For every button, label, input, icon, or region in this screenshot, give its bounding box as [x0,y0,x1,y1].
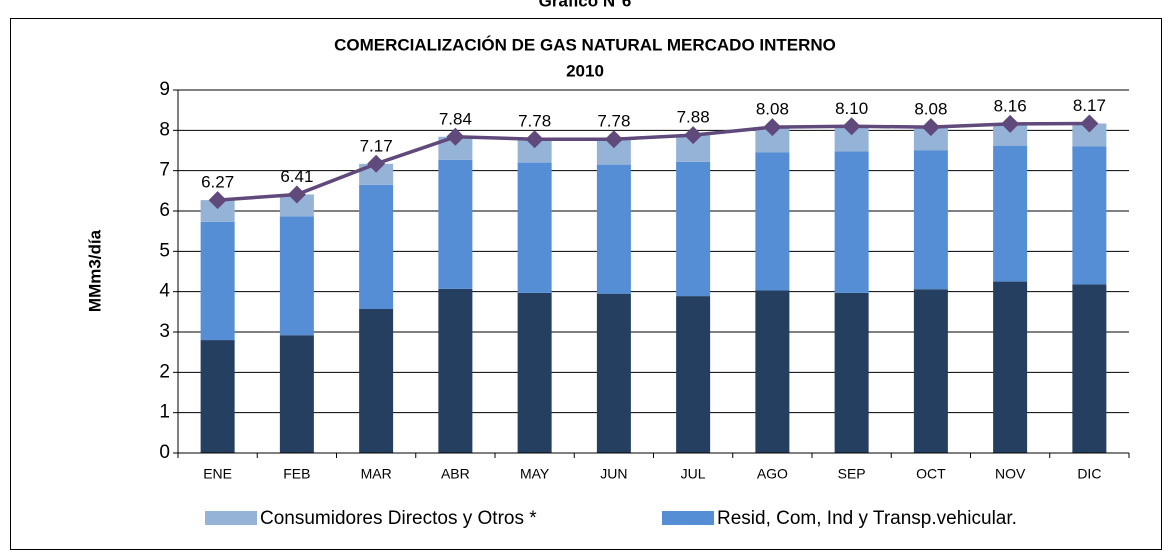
legend-label: Consumidores Directos y Otros * [260,508,537,529]
y-tick-label: 6 [159,200,170,221]
bar-segment [438,136,473,160]
bar-segment [834,292,869,453]
line-marker [1080,114,1099,133]
x-tick-label: OCT [916,466,946,482]
y-tick-label: 0 [159,442,170,463]
line-marker [684,126,703,145]
total-line [217,121,1090,202]
legend-label: Resid, Com, Ind y Transp.vehicular. [717,508,1017,529]
bar-segment [596,293,631,453]
bar-segment [676,296,711,453]
bar-segment [755,290,790,453]
bar-segment [359,184,394,310]
y-tick-label: 4 [159,281,170,302]
bar-segment [359,163,394,185]
data-label: 6.41 [280,167,313,186]
line-marker [367,154,386,173]
y-tick-label: 1 [159,402,170,423]
line-marker [921,118,940,137]
bar-segment [1072,123,1107,147]
bar-segment [200,340,235,453]
x-tick-label: DIC [1077,466,1101,482]
bar-segment [993,281,1028,453]
x-tick-label: JUN [600,466,627,482]
data-label: 8.08 [914,100,947,119]
chart-border [10,18,1162,550]
line-marker [1001,114,1020,133]
y-axis-label: MMm3/día [85,229,104,312]
bar-segment [200,200,235,222]
y-tick-label: 3 [159,321,170,342]
data-label: 8.17 [1073,96,1106,115]
caption: Gráfico N°6 [539,0,632,10]
data-label: 7.88 [677,108,710,127]
bar-segment [1072,146,1107,285]
x-tick-label: FEB [283,466,310,482]
bar-segment [676,161,711,297]
bar-segment [993,123,1028,146]
data-label: 7.78 [518,112,551,131]
bar-segment [279,194,314,217]
bar-segment [913,150,948,290]
y-tick-label: 2 [159,361,170,382]
bar-segment [993,145,1028,282]
line-marker [446,127,465,146]
y-tick-label: 7 [159,160,170,181]
data-label: 7.17 [360,136,393,155]
bar-segment [279,216,314,336]
line-marker [208,191,227,210]
bar-segment [596,164,631,294]
bar-segment [438,288,473,453]
bar-segment [517,292,552,453]
line-marker [604,130,623,149]
bar-segment [1072,284,1107,453]
data-label: 8.16 [994,96,1027,115]
x-tick-label: ENE [203,466,232,482]
bar-segment [438,159,473,289]
y-tick-label: 8 [159,119,170,140]
data-label: 8.10 [835,99,868,118]
x-tick-label: MAY [520,466,550,482]
x-tick-label: JUL [681,466,706,482]
line-marker [525,130,544,149]
bar-segment [517,162,552,293]
bar-segment [279,335,314,453]
y-tick-label: 9 [159,79,170,100]
legend-swatch [205,511,257,525]
x-tick-label: ABR [441,466,470,482]
x-tick-label: MAR [361,466,392,482]
x-tick-label: AGO [757,466,788,482]
bar-segment [517,139,552,163]
data-label: 7.78 [597,112,630,131]
data-label: 7.84 [439,109,472,128]
y-tick-label: 5 [159,240,170,261]
bar-segment [834,151,869,293]
bar-segment [200,221,235,341]
x-tick-label: NOV [995,466,1026,482]
chart-subtitle: 2010 [566,61,604,80]
data-label: 8.08 [756,100,789,119]
bar-segment [913,127,948,151]
bar-segment [913,289,948,453]
data-label: 6.27 [201,173,234,192]
bar-segment [359,309,394,453]
line-marker [763,118,782,137]
line-marker [842,117,861,136]
legend-swatch [662,511,714,525]
chart-title: COMERCIALIZACIÓN DE GAS NATURAL MERCADO … [334,35,836,54]
x-tick-label: SEP [838,466,866,482]
line-marker [287,185,306,204]
bar-segment [755,152,790,291]
